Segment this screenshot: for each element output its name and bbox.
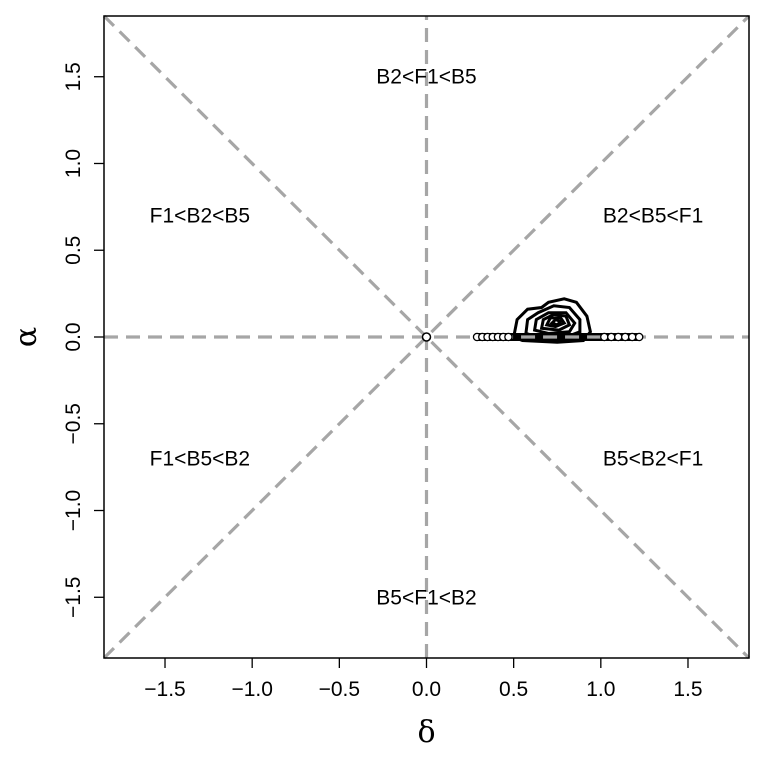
origin-marker [421, 332, 432, 342]
band-marker [600, 332, 609, 342]
y-tick-label: 0.5 [62, 236, 85, 265]
x-tick-label: 0.0 [412, 678, 441, 701]
y-tick-label: −1.5 [62, 577, 85, 618]
band-marker [614, 332, 623, 342]
y-tick-label: −1.0 [62, 490, 85, 531]
x-axis: −1.5 −1.0 −0.5 0.0 0.5 1.0 1.5 [144, 658, 703, 701]
band-marker [627, 332, 637, 342]
region-labels: B2<F1<B5 F1<B2<B5 B2<B5<F1 F1<B5<B2 B5<B2<F1… [150, 66, 704, 610]
region-label: B2<F1<B5 [376, 66, 476, 89]
x-tick-label: −1.5 [144, 678, 185, 701]
x-tick-label: 1.0 [586, 678, 615, 701]
x-tick-label: 0.5 [499, 678, 528, 701]
x-tick-label: 1.5 [673, 678, 702, 701]
band-marker [620, 332, 630, 342]
band-marker [634, 332, 644, 342]
y-tick-label: 1.0 [62, 149, 85, 178]
region-label: F1<B2<B5 [150, 205, 250, 228]
region-label: B2<B5<F1 [603, 205, 703, 228]
x-axis-title: δ [417, 715, 435, 750]
x-tick-label: −0.5 [319, 678, 360, 701]
y-tick-label: −0.5 [62, 403, 85, 444]
x-tick-label: −1.0 [231, 678, 272, 701]
y-tick-label: 1.5 [62, 62, 85, 91]
y-axis: −1.5 −1.0 −0.5 0.0 0.5 1.0 1.5 [62, 62, 104, 618]
contour-line-8 [539, 312, 572, 332]
contour-line-12 [549, 317, 564, 327]
contour-line-2 [511, 297, 593, 344]
y-tick-label: 0.0 [62, 322, 85, 351]
band-marker [504, 332, 513, 342]
region-label: B5<B2<F1 [603, 447, 703, 470]
reference-line-diagonal-2 [102, 14, 751, 660]
reference-line-diagonal-3 [102, 14, 751, 660]
region-label: B5<F1<B2 [376, 586, 476, 609]
region-label: F1<B5<B2 [150, 447, 250, 470]
band-marker [607, 332, 616, 342]
y-axis-title: α [9, 327, 44, 347]
bottom-band [421, 332, 644, 342]
